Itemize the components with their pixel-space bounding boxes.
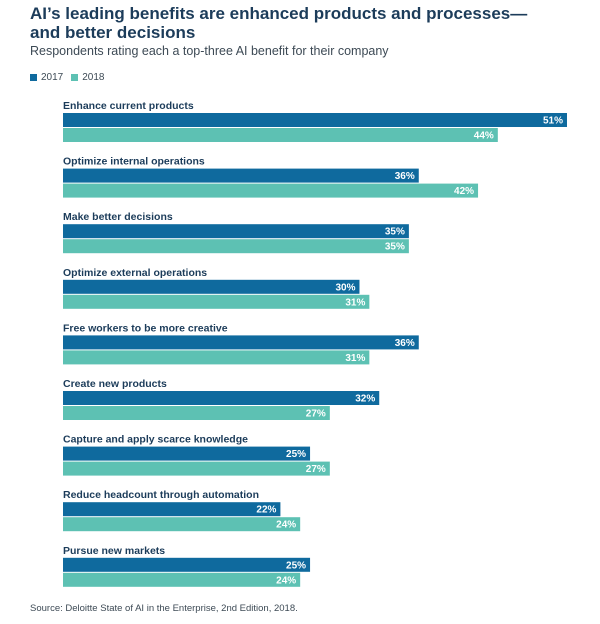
chart-subtitle: Respondents rating each a top-three AI b… [30,44,389,58]
category-label: Create new products [63,378,167,390]
data-label-2018: 24% [276,520,296,531]
legend-label-2018: 2018 [82,72,105,83]
bar-2018 [63,128,498,142]
bar-2018 [63,183,479,198]
data-label-2017: 22% [256,505,276,516]
legend-swatch-2018 [71,74,79,81]
data-label-2018: 44% [474,131,494,142]
legend-item-2017: 2017 [30,72,63,83]
chart-title-line-2: and better decisions [30,23,196,42]
bar-2018 [63,294,370,309]
legend: 2017 2018 [30,72,113,83]
chart-title: AI’s leading benefits are enhanced produ… [30,4,550,42]
data-label-2017: 25% [286,560,306,571]
bar-2017 [63,168,419,183]
data-label-2018: 24% [276,575,296,586]
data-label-2018: 35% [385,242,405,253]
category-label: Reduce headcount through automation [63,489,259,501]
bar-2018 [63,350,370,365]
data-label-2017: 36% [395,338,415,349]
category-label: Make better decisions [63,211,173,223]
bar-2017 [63,391,380,405]
category-label: Free workers to be more creative [63,322,228,334]
data-label-2017: 36% [395,171,415,182]
legend-label-2017: 2017 [41,72,64,83]
bar-2017 [63,446,311,461]
legend-swatch-2017 [30,74,37,81]
bar-2017 [63,502,281,517]
data-label-2018: 31% [345,353,365,364]
bar-2018 [63,461,330,476]
data-label-2017: 35% [385,227,405,238]
bar-2017 [63,224,409,239]
data-label-2017: 32% [355,394,375,405]
category-label: Capture and apply scarce knowledge [63,434,248,446]
category-label: Pursue new markets [63,545,165,557]
category-label: Optimize external operations [63,267,207,279]
data-label-2017: 30% [335,282,355,293]
source-note: Source: Deloitte State of AI in the Ente… [30,603,298,614]
bar-2018 [63,517,301,532]
bar-2018 [63,406,330,420]
category-label: Optimize internal operations [63,156,205,168]
category-label: Enhance current products [63,100,194,112]
data-label-2017: 25% [286,449,306,460]
bar-2018 [63,239,409,254]
data-label-2017: 51% [543,116,563,127]
bar-2017 [63,335,419,350]
bar-2017 [63,113,567,127]
bar-2017 [63,557,311,572]
legend-item-2018: 2018 [71,72,105,83]
data-label-2018: 27% [306,464,326,475]
bar-2017 [63,279,360,294]
bar-2018 [63,572,301,587]
data-label-2018: 27% [306,409,326,420]
chart-title-line-1: AI’s leading benefits are enhanced produ… [30,4,528,23]
data-label-2018: 31% [345,297,365,308]
data-label-2018: 42% [454,186,474,197]
